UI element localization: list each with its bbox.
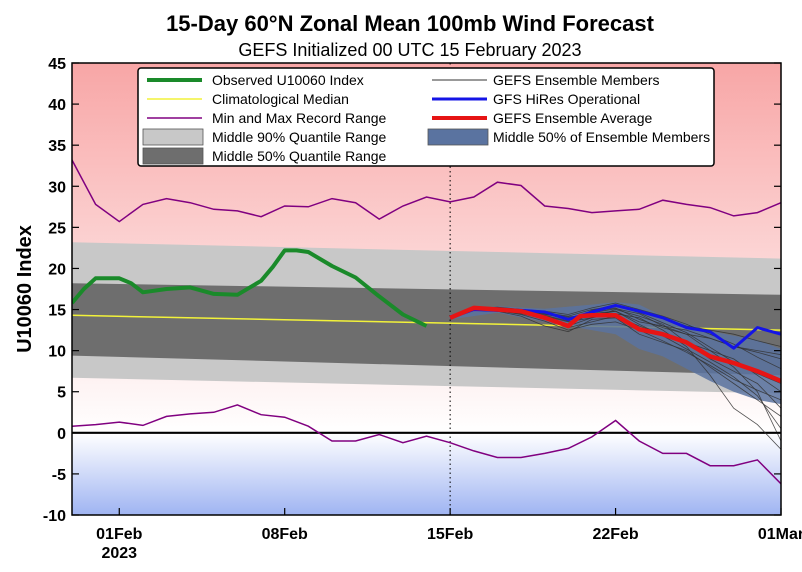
y-tick-label: 15 xyxy=(48,303,66,320)
y-tick-label: 45 xyxy=(48,56,66,73)
plot-frame xyxy=(71,62,782,516)
legend-label: GEFS Ensemble Average xyxy=(493,110,652,126)
legend-label: Middle 90% Quantile Range xyxy=(212,129,387,145)
chart-subtitle: GEFS Initialized 00 UTC 15 February 2023 xyxy=(238,40,581,60)
x-tick-label: 22Feb xyxy=(592,526,638,543)
y-axis-label: U10060 Index xyxy=(14,225,36,353)
axis-ticks: -10 -5 0 5 10 15 20 25 30 35 40 45 01Feb 2023 08Feb 15F… xyxy=(43,56,802,562)
legend-label: Middle 50% of Ensemble Members xyxy=(493,129,710,145)
y-tick-label: 25 xyxy=(48,220,66,237)
legend-swatch-patch xyxy=(427,128,489,146)
legend-label: GEFS Ensemble Members xyxy=(493,72,660,88)
legend-box xyxy=(137,67,715,167)
x-tick-label: 08Feb xyxy=(262,526,308,543)
y-tick-label: -5 xyxy=(52,467,66,484)
plot-border xyxy=(71,62,782,516)
y-tick-label: 10 xyxy=(48,344,66,361)
record-min-line xyxy=(72,404,781,485)
x-tick-label: 01Mar xyxy=(758,526,802,543)
record-max-line xyxy=(72,159,781,223)
legend-label: Climatological Median xyxy=(212,91,349,107)
legend-label: GFS HiRes Operational xyxy=(493,91,640,107)
y-tick-label: 30 xyxy=(48,179,66,196)
legend-label: Middle 50% Quantile Range xyxy=(212,148,387,164)
legend: Observed U10060 Index Climatological Medi… xyxy=(137,67,715,167)
chart-title: 15-Day 60°N Zonal Mean 100mb Wind Foreca… xyxy=(166,11,655,36)
legend-swatch-patch xyxy=(142,128,204,146)
ensemble-average-line xyxy=(449,305,781,384)
legend-label: Observed U10060 Index xyxy=(212,72,364,88)
y-tick-label: 5 xyxy=(57,385,66,402)
x-tick-label: 15Feb xyxy=(427,526,473,543)
x-tick-label: 01Feb xyxy=(96,526,142,543)
ensemble-iqr-band xyxy=(450,302,781,405)
data-lines xyxy=(72,63,781,515)
legend-label: Min and Max Record Range xyxy=(212,110,387,126)
y-tick-label: 20 xyxy=(48,261,66,278)
y-tick-label: 40 xyxy=(48,97,66,114)
y-tick-label: -10 xyxy=(43,508,66,525)
legend-swatch-patch xyxy=(142,147,204,165)
negative-background xyxy=(72,432,781,515)
observed-index-line xyxy=(72,248,428,328)
x-tick-sublabel: 2023 xyxy=(101,545,137,562)
y-tick-label: 0 xyxy=(57,426,66,443)
y-tick-label: 35 xyxy=(48,138,66,155)
